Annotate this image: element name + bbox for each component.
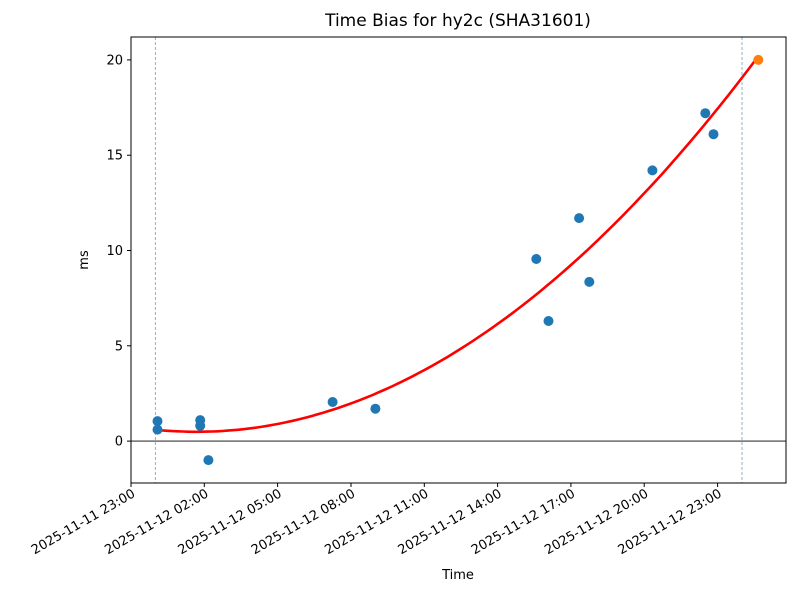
y-tick-label: 10 — [106, 244, 123, 259]
x-axis-label: Time — [441, 568, 474, 583]
data-point — [203, 455, 214, 466]
y-axis-label: ms — [77, 250, 92, 270]
data-point — [152, 424, 163, 435]
data-point — [543, 316, 554, 326]
data-point — [574, 213, 585, 224]
chart-title: Time Bias for hy2c (SHA31601) — [324, 11, 591, 31]
data-point — [647, 165, 658, 176]
data-point — [152, 416, 163, 427]
data-point — [370, 403, 381, 414]
plot-border — [130, 36, 787, 484]
y-tick-label: 20 — [106, 53, 123, 68]
data-point — [531, 254, 542, 264]
y-tick-label: 5 — [115, 339, 123, 354]
data-point — [708, 129, 719, 140]
data-point — [584, 276, 595, 287]
data-point — [195, 420, 206, 431]
data-point — [700, 108, 711, 119]
y-tick-label: 15 — [106, 149, 123, 164]
data-point — [327, 397, 338, 407]
trend-line — [156, 54, 760, 434]
y-tick-label: 0 — [115, 435, 123, 450]
prediction-point — [753, 54, 764, 65]
